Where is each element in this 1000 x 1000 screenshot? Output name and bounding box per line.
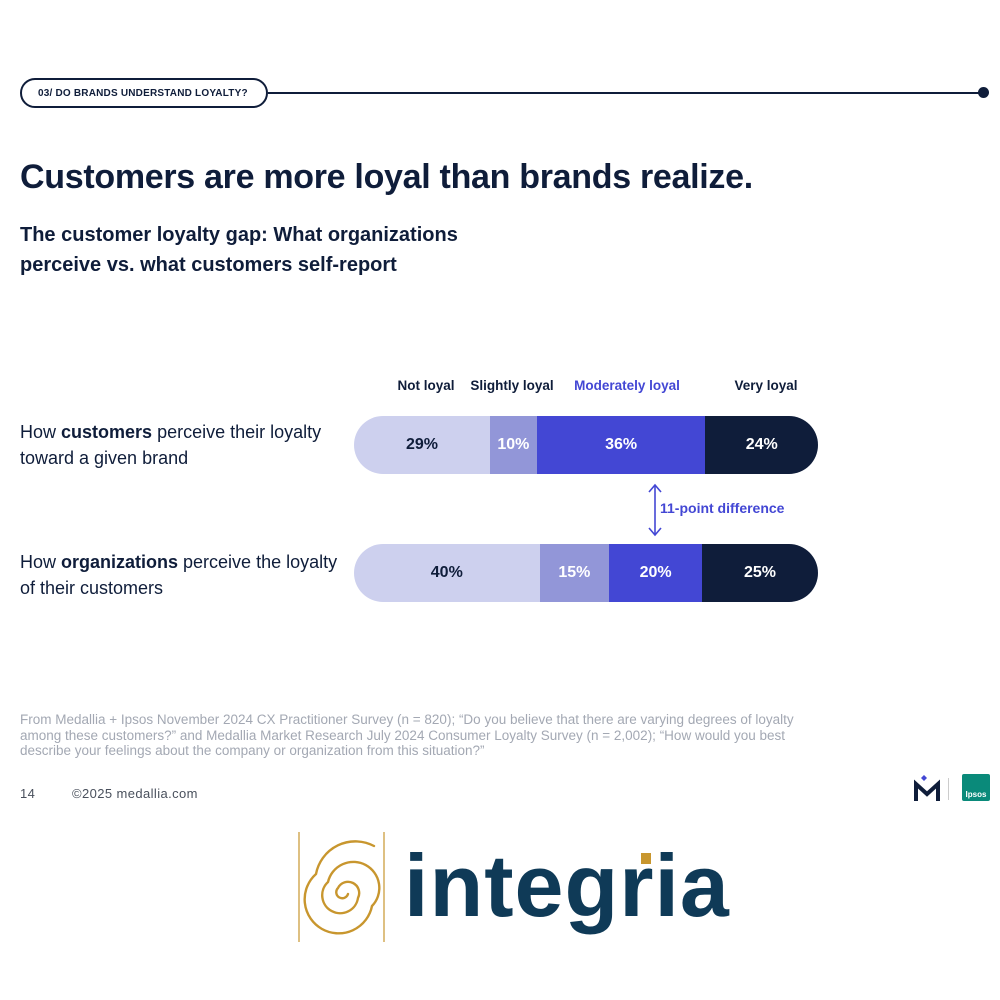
data-label-organizations-very-loyal: 25%: [743, 564, 776, 581]
section-divider-dot: [978, 87, 989, 98]
legend-not-loyal: Not loyal: [397, 378, 455, 393]
chart-subtitle: The customer loyalty gap: What organizat…: [20, 220, 540, 280]
bar-customers: 29% 10% 36% 24%: [354, 416, 818, 474]
data-label-organizations-slightly-loyal: 15%: [558, 564, 591, 581]
bar-organizations: 40% 15% 20% 25%: [354, 544, 818, 602]
data-label-organizations-not-loyal: 40%: [430, 564, 463, 581]
chart-subtitle-line-1: The customer loyalty gap: What organizat…: [20, 224, 458, 246]
data-label-customers-not-loyal: 29%: [405, 436, 438, 453]
integria-spiral-icon: [298, 832, 385, 942]
integria-wordmark: integria: [404, 836, 730, 935]
data-label-organizations-moderately-loyal: 20%: [639, 564, 672, 581]
bar-segment-organizations-slightly-loyal: 15%: [539, 544, 610, 602]
source-note: From Medallia + Ipsos November 2024 CX P…: [20, 712, 794, 758]
data-label-customers-very-loyal: 24%: [745, 436, 778, 453]
row-label-customers-bold: customers: [61, 422, 153, 442]
row-label-organizations-bold: organizations: [61, 552, 179, 572]
difference-annotation: 11-point difference: [660, 500, 785, 516]
data-label-customers-moderately-loyal: 36%: [605, 436, 638, 453]
bar-segment-organizations-very-loyal: 25%: [701, 544, 818, 602]
page-title: Customers are more loyal than brands rea…: [20, 158, 753, 196]
row-label-organizations-suffix: perceive the loyalty of their customers: [20, 552, 338, 598]
chart-subtitle-line-2: perceive vs. what customers self-report: [20, 254, 397, 276]
legend-moderately-loyal: Moderately loyal: [574, 378, 680, 393]
bar-segment-customers-slightly-loyal: 10%: [489, 416, 537, 474]
section-divider-line: [268, 92, 980, 94]
row-label-organizations: How organizations perceive the loyalty o…: [20, 549, 340, 601]
data-label-customers-slightly-loyal: 10%: [497, 436, 530, 453]
logo-divider: [948, 778, 949, 800]
row-label-customers-prefix: How: [20, 422, 62, 442]
row-label-customers-suffix: perceive their loyalty toward a given br…: [20, 422, 322, 468]
ipsos-logo: Ipsos: [962, 774, 990, 801]
page-number: 14: [20, 786, 36, 801]
difference-arrow-icon: [648, 483, 662, 537]
integria-accent-square: [641, 853, 651, 864]
bar-segment-organizations-moderately-loyal: 20%: [609, 544, 702, 602]
legend-slightly-loyal: Slightly loyal: [470, 378, 554, 393]
copyright: ©2025 medallia.com: [72, 786, 198, 801]
bar-segment-organizations-not-loyal: 40%: [354, 544, 540, 602]
section-tag: 03/ DO BRANDS UNDERSTAND LOYALTY?: [20, 78, 268, 108]
bar-segment-customers-not-loyal: 29%: [354, 416, 490, 474]
row-label-organizations-prefix: How: [20, 552, 62, 572]
legend-very-loyal: Very loyal: [734, 378, 798, 393]
medallia-logo: [914, 775, 940, 801]
row-label-customers: How customers perceive their loyalty tow…: [20, 419, 340, 471]
bar-segment-customers-moderately-loyal: 36%: [536, 416, 706, 474]
bar-segment-customers-very-loyal: 24%: [705, 416, 818, 474]
